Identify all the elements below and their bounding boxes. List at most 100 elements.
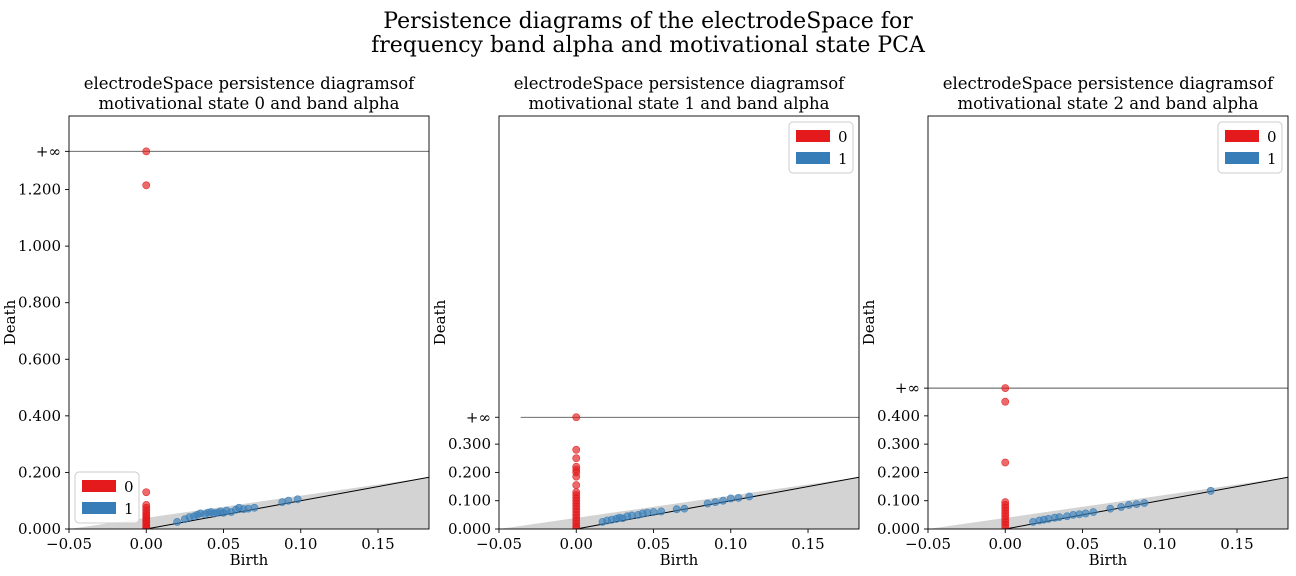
point-h0 <box>572 524 581 529</box>
point-h1 <box>1206 486 1215 495</box>
y-tick-label: 0.000 <box>877 520 920 538</box>
legend-swatch-1 <box>82 502 116 514</box>
x-tick-label: −0.05 <box>46 535 92 553</box>
point-h1 <box>719 496 727 505</box>
legend-swatch-1 <box>1225 152 1259 164</box>
legend-label-1: 1 <box>124 500 134 518</box>
point-h0 <box>572 472 581 481</box>
legend: 01 <box>788 121 854 174</box>
x-tick-label: 0.15 <box>361 535 394 553</box>
y-tick-label: 0.400 <box>877 407 920 425</box>
point-h1 <box>1140 499 1149 507</box>
y-tick-label: 0.200 <box>18 463 61 481</box>
y-tick-label: 0.300 <box>448 435 491 453</box>
point-h0 <box>142 524 151 529</box>
x-tick-label: 0.10 <box>284 535 317 553</box>
x-tick-label: 0.00 <box>560 535 593 553</box>
point-h1 <box>173 518 182 526</box>
y-tick-label: 0.000 <box>448 520 491 538</box>
legend-label-1: 1 <box>838 150 848 168</box>
point-h1 <box>726 494 735 503</box>
y-axis-label: Death <box>431 299 449 345</box>
point-h1 <box>1124 501 1133 509</box>
point-h0 <box>142 488 151 497</box>
point-h0 <box>142 147 151 156</box>
x-tick-label: 0.00 <box>130 535 163 553</box>
point-h1 <box>1106 504 1115 513</box>
legend-label-0: 0 <box>1267 128 1277 146</box>
point-h1 <box>1055 513 1064 522</box>
panel-title-line1: electrodeSpace persistence diagramsof <box>84 74 416 93</box>
x-axis-label: Birth <box>660 551 699 569</box>
y-tick-label: 1.000 <box>18 237 61 255</box>
panel-title-line1: electrodeSpace persistence diagramsof <box>514 74 846 93</box>
y-tick-label: 0.400 <box>18 407 61 425</box>
x-tick-label: 0.00 <box>989 535 1022 553</box>
point-h0 <box>1001 384 1010 393</box>
point-h0 <box>1001 523 1010 529</box>
y-axis-label: Death <box>1 299 19 345</box>
point-h0 <box>572 481 581 490</box>
point-h1 <box>734 493 743 502</box>
legend-label-1: 1 <box>1267 150 1277 168</box>
figure-title-line1: Persistence diagrams of the electrodeSpa… <box>383 9 913 34</box>
points-group <box>142 147 302 529</box>
infinity-tick-label: +∞ <box>466 408 491 426</box>
axes-frame <box>927 115 1289 530</box>
y-tick-label: 0.200 <box>877 463 920 481</box>
y-tick-label: 0.200 <box>448 463 491 481</box>
point-h1 <box>672 505 681 514</box>
point-h0 <box>572 445 581 454</box>
panel-title-line2: motivational state 2 and band alpha <box>957 94 1258 113</box>
y-tick-label: 0.100 <box>877 492 920 510</box>
legend-label-0: 0 <box>124 478 134 496</box>
point-h1 <box>745 492 754 501</box>
point-h1 <box>649 508 658 516</box>
point-h0 <box>572 454 581 463</box>
panel-0: −0.05 0.00 0.05 0.10 0.15 0.000 0.200 0.400 0.60… <box>1 74 430 569</box>
point-h0 <box>1001 397 1010 406</box>
legend-swatch-1 <box>796 152 830 164</box>
legend: 01 <box>1217 121 1283 174</box>
point-h1 <box>1132 500 1141 509</box>
axes-frame <box>498 115 860 530</box>
x-axis-label: Birth <box>230 551 269 569</box>
panel-1: −0.05 0.00 0.05 0.10 0.15 0.000 0.100 0.200 0.30… <box>431 74 860 569</box>
y-tick-label: 0.800 <box>18 294 61 312</box>
diagonal-shade <box>69 477 429 529</box>
x-axis-label: Birth <box>1089 551 1128 569</box>
legend-swatch-0 <box>796 130 830 142</box>
y-tick-label: 0.000 <box>18 520 61 538</box>
x-tick-label: 0.05 <box>1066 535 1099 553</box>
x-tick-label: 0.10 <box>1143 535 1176 553</box>
point-h1 <box>711 498 720 507</box>
infinity-tick-label: +∞ <box>895 379 920 397</box>
y-tick-label: 0.600 <box>18 350 61 368</box>
legend-swatch-0 <box>82 480 116 492</box>
x-tick-label: 0.10 <box>714 535 747 553</box>
points-group <box>1001 384 1215 529</box>
x-tick-label: −0.05 <box>905 535 951 553</box>
y-tick-label: 0.300 <box>877 435 920 453</box>
point-h1 <box>284 496 293 505</box>
diagonal-shade <box>499 477 859 529</box>
x-tick-label: 0.05 <box>207 535 240 553</box>
y-tick-label: 1.200 <box>18 181 61 199</box>
point-h1 <box>250 503 259 512</box>
legend-label-0: 0 <box>838 128 848 146</box>
points-group <box>572 413 754 529</box>
panel-title-line1: electrodeSpace persistence diagramsof <box>943 74 1275 93</box>
panels: −0.05 0.00 0.05 0.10 0.150.0000.2000.4000.60… <box>1 74 1289 569</box>
point-h1 <box>1081 509 1090 518</box>
x-tick-label: −0.05 <box>476 535 522 553</box>
point-h1 <box>1089 508 1098 516</box>
infinity-tick-label: +∞ <box>36 142 61 160</box>
panel-2: −0.05 0.00 0.05 0.10 0.15 0.000 0.100 0.200 0.30… <box>860 74 1289 569</box>
y-axis-label: Death <box>860 299 878 345</box>
diagonal-shade <box>928 477 1288 529</box>
x-tick-label: 0.05 <box>637 535 670 553</box>
figure-title-line2: frequency band alpha and motivational st… <box>371 33 926 58</box>
panel-title-line2: motivational state 1 and band alpha <box>528 94 829 113</box>
x-tick-label: 0.15 <box>1220 535 1253 553</box>
